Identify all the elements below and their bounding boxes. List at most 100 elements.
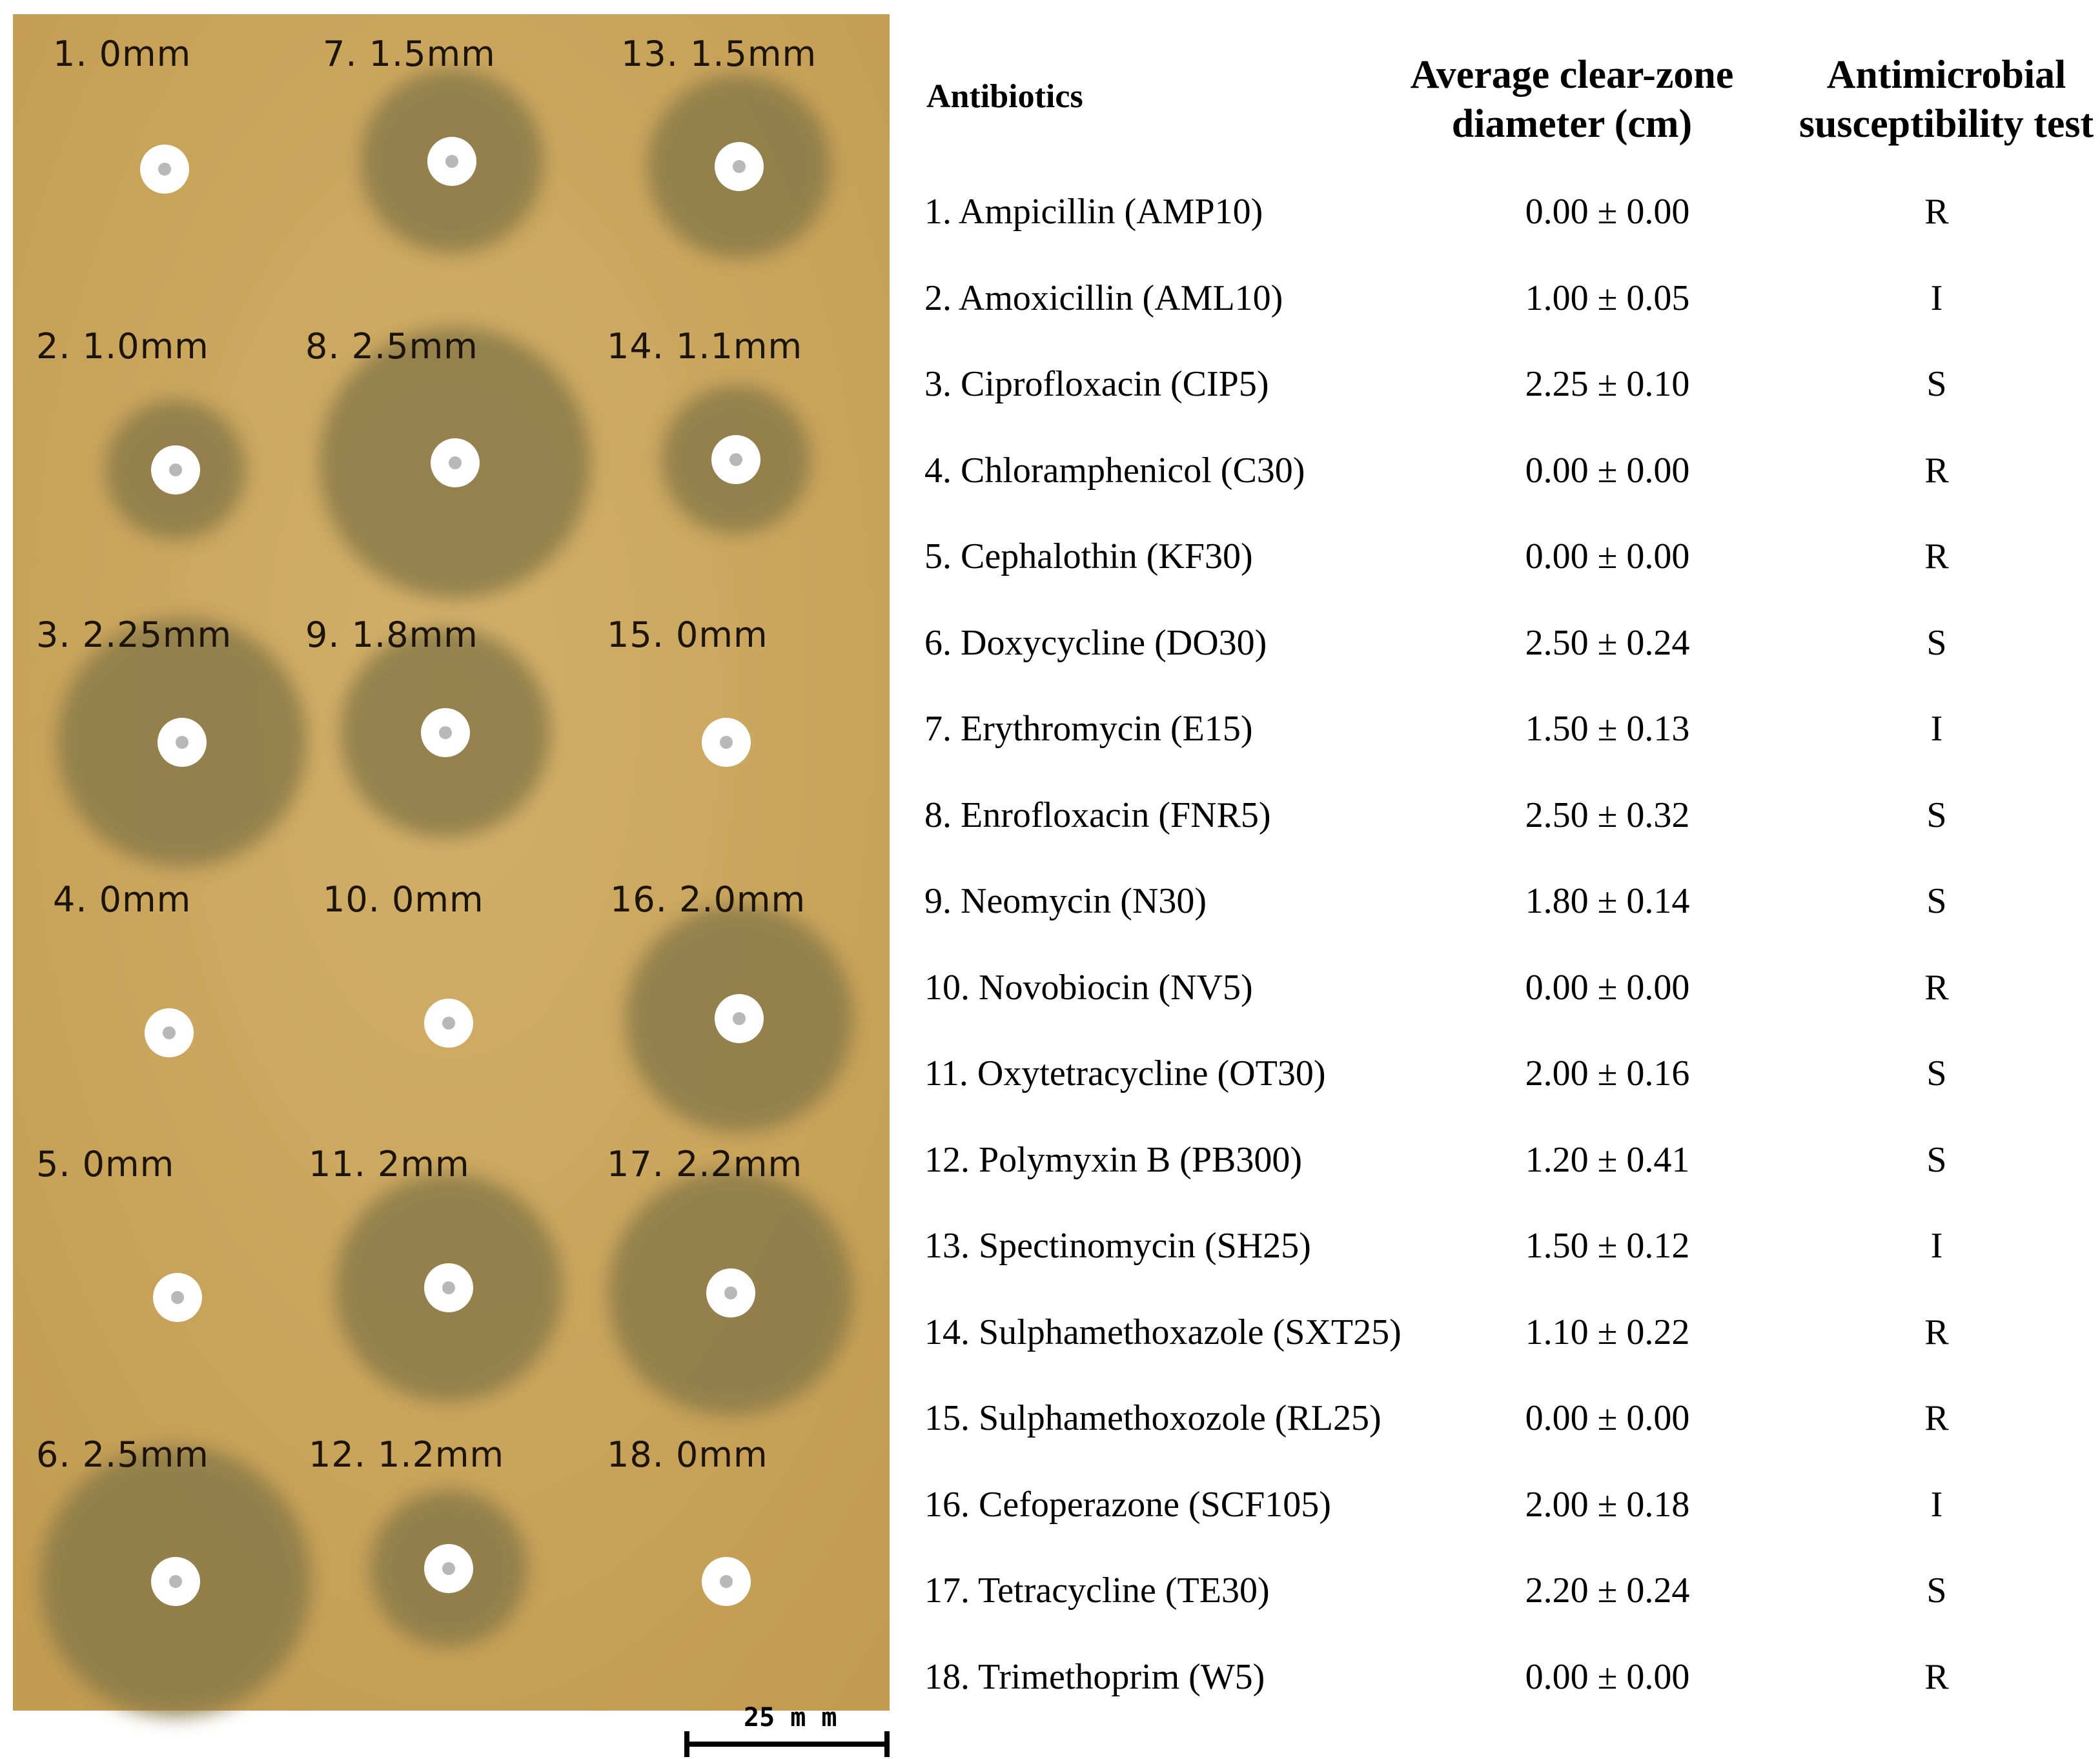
- row-clear-zone-value: 1.10 ± 0.22: [1525, 1312, 1690, 1352]
- plate-label-14: 14. 1.1mm: [607, 326, 803, 367]
- row-antibiotic-name: 3. Ciprofloxacin (CIP5): [924, 364, 1269, 404]
- disk-print-mark: [720, 1575, 733, 1588]
- row-susceptibility-result: I: [1930, 1485, 1943, 1525]
- plate-label-15: 15. 0mm: [607, 615, 768, 655]
- row-clear-zone-value: 1.00 ± 0.05: [1525, 278, 1690, 318]
- plate-label-10: 10. 0mm: [323, 879, 484, 920]
- row-clear-zone-value: 2.50 ± 0.32: [1525, 795, 1690, 835]
- header-antibiotics: Antibiotics: [926, 78, 1083, 115]
- row-susceptibility-result: I: [1930, 709, 1943, 749]
- row-clear-zone-value: 2.00 ± 0.18: [1525, 1485, 1690, 1525]
- disk-print-mark: [169, 463, 182, 476]
- row-susceptibility-result: S: [1926, 881, 1947, 921]
- disk-print-mark: [733, 160, 746, 173]
- row-clear-zone-value: 2.50 ± 0.24: [1525, 623, 1690, 663]
- plate-label-12: 12. 1.2mm: [309, 1434, 505, 1475]
- row-susceptibility-result: R: [1924, 1657, 1949, 1697]
- row-susceptibility-result: I: [1930, 278, 1943, 318]
- plate-label-18: 18. 0mm: [607, 1434, 768, 1475]
- plate-label-13: 13. 1.5mm: [621, 34, 817, 74]
- row-clear-zone-value: 0.00 ± 0.00: [1525, 536, 1690, 576]
- row-clear-zone-value: 1.50 ± 0.13: [1525, 709, 1690, 749]
- row-susceptibility-result: S: [1926, 1053, 1947, 1093]
- row-antibiotic-name: 10. Novobiocin (NV5): [924, 968, 1253, 1008]
- row-clear-zone-value: 0.00 ± 0.00: [1525, 1657, 1690, 1697]
- row-susceptibility-result: R: [1924, 1312, 1949, 1352]
- row-susceptibility-result: I: [1930, 1226, 1943, 1266]
- row-antibiotic-name: 4. Chloramphenicol (C30): [924, 451, 1305, 491]
- disk-print-mark: [176, 736, 189, 749]
- row-antibiotic-name: 6. Doxycycline (DO30): [924, 623, 1267, 663]
- row-susceptibility-result: R: [1924, 192, 1949, 232]
- row-susceptibility-result: S: [1926, 623, 1947, 663]
- agar-plate-photo: [13, 14, 890, 1757]
- plate-label-4: 4. 0mm: [53, 879, 192, 920]
- plate-label-1: 1. 0mm: [53, 34, 192, 74]
- disk-print-mark: [163, 1026, 176, 1039]
- header-susceptibility-line1: Antimicrobial: [1826, 53, 2066, 97]
- plate-label-2: 2. 1.0mm: [36, 326, 209, 367]
- row-clear-zone-value: 2.20 ± 0.24: [1525, 1571, 1690, 1611]
- row-clear-zone-value: 1.20 ± 0.41: [1525, 1140, 1690, 1180]
- header-clear-zone-line2: diameter (cm): [1451, 102, 1693, 146]
- plate-label-3: 3. 2.25mm: [36, 615, 232, 655]
- scale-bar: [684, 1731, 890, 1757]
- disk-print-mark: [445, 155, 458, 168]
- disk-print-mark: [169, 1575, 182, 1588]
- disk-print-mark: [158, 163, 171, 176]
- header-clear-zone: Average clear-zone diameter (cm): [1391, 50, 1753, 148]
- plate-label-6: 6. 2.5mm: [36, 1434, 209, 1475]
- row-clear-zone-value: 0.00 ± 0.00: [1525, 451, 1690, 491]
- disk-print-mark: [442, 1017, 455, 1030]
- row-antibiotic-name: 8. Enrofloxacin (FNR5): [924, 795, 1271, 835]
- plate-label-7: 7. 1.5mm: [323, 34, 496, 74]
- row-clear-zone-value: 0.00 ± 0.00: [1525, 1398, 1690, 1438]
- row-susceptibility-result: R: [1924, 968, 1949, 1008]
- disk-print-mark: [720, 736, 733, 749]
- disk-print-mark: [733, 1012, 746, 1025]
- row-antibiotic-name: 15. Sulphamethoxozole (RL25): [924, 1398, 1381, 1438]
- row-antibiotic-name: 11. Oxytetracycline (OT30): [924, 1053, 1326, 1093]
- row-susceptibility-result: R: [1924, 1398, 1949, 1438]
- plate-label-5: 5. 0mm: [36, 1144, 175, 1185]
- scale-bar-label: 25 m m: [744, 1703, 837, 1733]
- header-susceptibility: Antimicrobial susceptibility test: [1782, 50, 2100, 148]
- disk-print-mark: [442, 1562, 455, 1575]
- row-susceptibility-result: S: [1926, 1571, 1947, 1611]
- row-clear-zone-value: 0.00 ± 0.00: [1525, 192, 1690, 232]
- plate-label-8: 8. 2.5mm: [305, 326, 478, 367]
- header-clear-zone-line1: Average clear-zone: [1410, 53, 1734, 97]
- disk-print-mark: [171, 1291, 184, 1304]
- row-antibiotic-name: 18. Trimethoprim (W5): [924, 1657, 1265, 1697]
- row-antibiotic-name: 2. Amoxicillin (AML10): [924, 278, 1283, 318]
- plate-label-16: 16. 2.0mm: [610, 879, 806, 920]
- row-clear-zone-value: 1.50 ± 0.12: [1525, 1226, 1690, 1266]
- row-antibiotic-name: 9. Neomycin (N30): [924, 881, 1207, 921]
- row-clear-zone-value: 0.00 ± 0.00: [1525, 968, 1690, 1008]
- plate-label-9: 9. 1.8mm: [305, 615, 478, 655]
- disk-print-mark: [729, 453, 742, 466]
- row-antibiotic-name: 1. Ampicillin (AMP10): [924, 192, 1263, 232]
- disk-print-mark: [449, 456, 462, 469]
- row-antibiotic-name: 17. Tetracycline (TE30): [924, 1571, 1270, 1611]
- antibiotic-disks: [140, 137, 764, 1606]
- row-antibiotic-name: 14. Sulphamethoxazole (SXT25): [924, 1312, 1402, 1352]
- row-clear-zone-value: 2.00 ± 0.16: [1525, 1053, 1690, 1093]
- disk-print-mark: [724, 1286, 737, 1299]
- disk-print-mark: [442, 1281, 455, 1294]
- row-clear-zone-value: 1.80 ± 0.14: [1525, 881, 1690, 921]
- row-susceptibility-result: R: [1924, 536, 1949, 576]
- row-clear-zone-value: 2.25 ± 0.10: [1525, 364, 1690, 404]
- header-susceptibility-line2: susceptibility test: [1799, 102, 2094, 146]
- row-antibiotic-name: 7. Erythromycin (E15): [924, 709, 1253, 749]
- row-susceptibility-result: S: [1926, 795, 1947, 835]
- row-antibiotic-name: 12. Polymyxin B (PB300): [924, 1140, 1302, 1180]
- row-susceptibility-result: R: [1924, 451, 1949, 491]
- row-susceptibility-result: S: [1926, 1140, 1947, 1180]
- row-antibiotic-name: 16. Cefoperazone (SCF105): [924, 1485, 1331, 1525]
- row-antibiotic-name: 13. Spectinomycin (SH25): [924, 1226, 1311, 1266]
- plate-label-17: 17. 2.2mm: [607, 1144, 803, 1185]
- row-susceptibility-result: S: [1926, 364, 1947, 404]
- disk-print-mark: [439, 726, 452, 739]
- plate-label-11: 11. 2mm: [309, 1144, 470, 1185]
